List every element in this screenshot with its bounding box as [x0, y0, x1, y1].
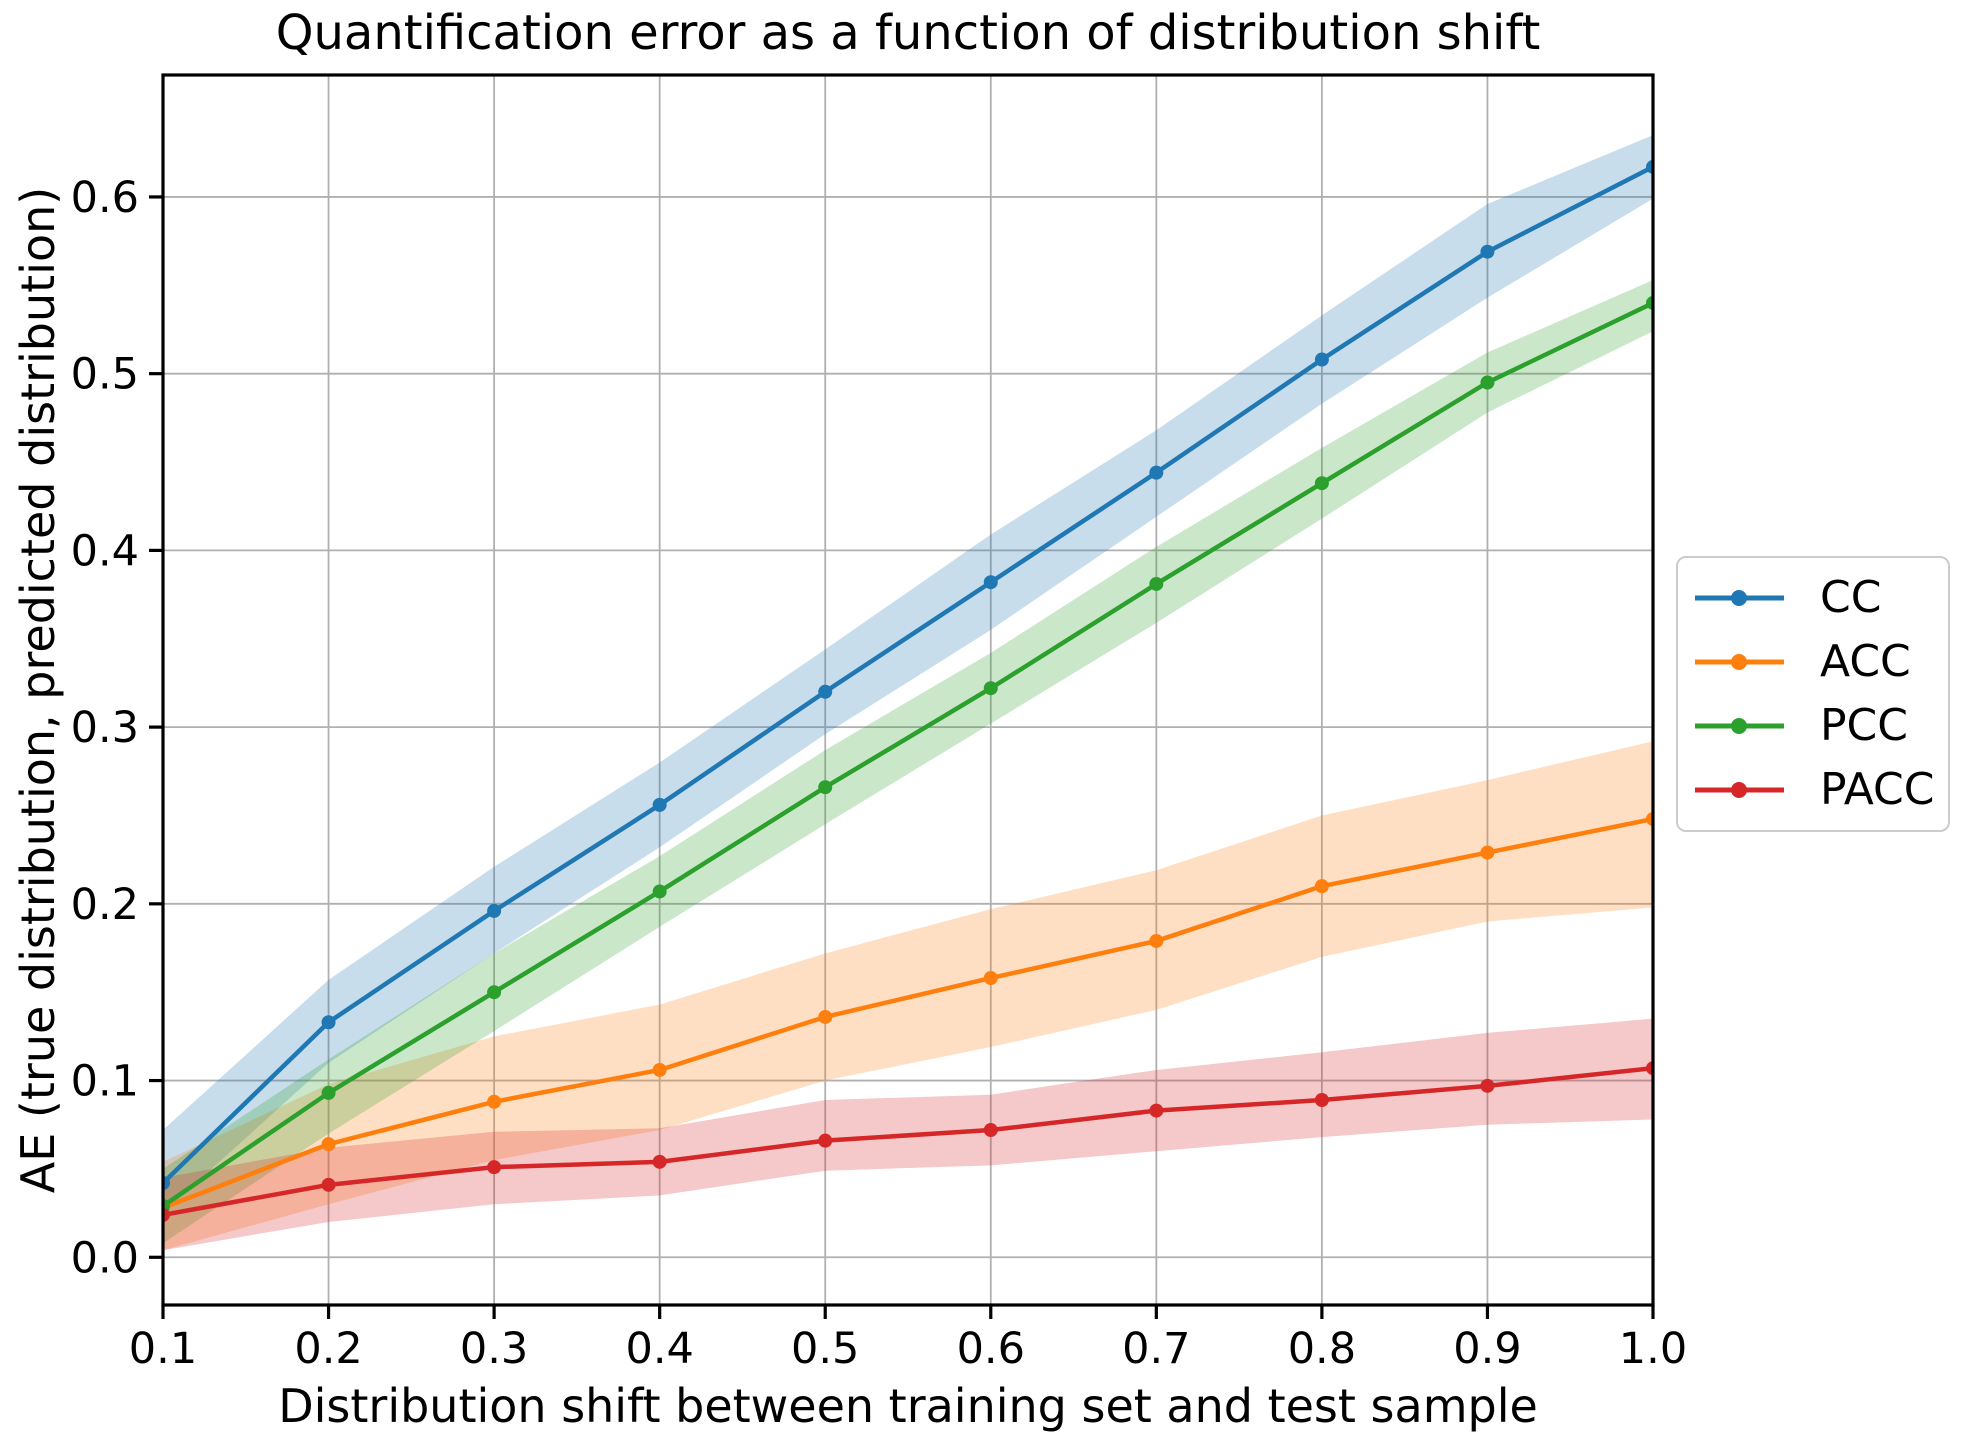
pacc-marker — [818, 1133, 833, 1148]
cc-line — [163, 164, 1653, 1185]
acc-line-swatch — [1695, 654, 1784, 670]
pcc-marker — [1314, 476, 1329, 491]
pcc-marker — [321, 1085, 336, 1100]
x-tick-label: 0.5 — [791, 1324, 859, 1374]
tick-labels: 0.1 0.2 0.3 0.4 0.5 0.6 0.7 0.8 0.9 1.0 0.0 0.1 0.2 0… — [71, 173, 1688, 1374]
x-tick-label: 0.3 — [460, 1324, 528, 1374]
pcc-marker — [818, 780, 833, 795]
pcc-markers — [163, 295, 1653, 1214]
acc-marker — [1646, 812, 1653, 827]
x-tick-label: 0.9 — [1453, 1324, 1521, 1374]
x-axis-label: Distribution shift between training set … — [278, 1379, 1538, 1433]
x-tick-label: 0.4 — [625, 1324, 693, 1374]
x-tick-label: 0.2 — [294, 1324, 362, 1374]
series-lines — [163, 159, 1653, 1222]
y-tick-label: 0.1 — [71, 1057, 139, 1107]
pcc-line-swatch — [1695, 718, 1784, 734]
acc-marker — [983, 971, 998, 986]
cc-marker — [1480, 244, 1495, 259]
y-tick-label: 0.6 — [71, 173, 139, 223]
pacc-marker — [1314, 1093, 1329, 1107]
x-tick-label: 1.0 — [1619, 1324, 1687, 1374]
legend-label-pcc: PCC — [1820, 700, 1908, 751]
axes-frame — [161, 73, 1655, 1307]
pacc-marker — [321, 1177, 336, 1192]
legend: CC ACC PCC PACC — [1676, 556, 1950, 832]
pacc-line-swatch — [1695, 782, 1784, 798]
legend-item-cc: CC — [1692, 576, 1942, 620]
x-tick-label: 0.1 — [129, 1324, 197, 1374]
pcc-marker — [487, 985, 502, 1000]
pcc-marker — [1646, 295, 1653, 310]
acc-marker — [1314, 879, 1329, 894]
cc-marker — [1149, 465, 1164, 480]
acc-marker — [321, 1137, 336, 1152]
cc-marker — [321, 1015, 336, 1030]
confidence-bands — [163, 135, 1653, 1251]
pacc-markers — [163, 1061, 1653, 1222]
x-tick-label: 0.6 — [957, 1324, 1025, 1374]
y-tick-label: 0.4 — [71, 526, 139, 576]
cc-marker — [163, 1176, 170, 1191]
y-tick-label: 0.2 — [71, 880, 139, 930]
chart-title: Quantification error as a function of di… — [275, 5, 1541, 61]
pacc-marker — [1480, 1078, 1495, 1093]
ticks — [149, 195, 1655, 1319]
x-tick-label: 0.8 — [1288, 1324, 1356, 1374]
cc-marker — [1314, 352, 1329, 367]
acc-marker — [818, 1009, 833, 1024]
cc-marker — [983, 575, 998, 590]
legend-item-pcc: PCC — [1692, 704, 1942, 748]
legend-label-acc: ACC — [1820, 636, 1911, 687]
legend-item-pacc: PACC — [1692, 768, 1942, 812]
pacc-marker — [1149, 1103, 1164, 1118]
pcc-line — [163, 300, 1653, 1208]
acc-marker — [652, 1062, 667, 1077]
cc-markers — [163, 159, 1653, 1191]
pacc-marker — [983, 1123, 998, 1138]
legend-label-cc: CC — [1820, 572, 1882, 623]
acc-marker — [1480, 845, 1495, 860]
pacc-marker — [487, 1160, 502, 1175]
y-tick-label: 0.0 — [71, 1233, 139, 1283]
acc-marker — [1149, 933, 1164, 948]
legend-label-pacc: PACC — [1820, 764, 1935, 815]
pcc-confidence-band — [163, 280, 1653, 1244]
pacc-marker — [1646, 1061, 1653, 1076]
cc-confidence-band — [163, 135, 1653, 1214]
y-axis-label: AE (true distribution, predicted distrib… — [11, 186, 65, 1194]
cc-line-swatch — [1695, 590, 1784, 606]
cc-marker — [487, 903, 502, 918]
cc-marker — [1646, 159, 1653, 174]
acc-marker — [487, 1094, 502, 1109]
y-tick-label: 0.3 — [71, 703, 139, 753]
legend-item-acc: ACC — [1692, 640, 1942, 684]
pacc-marker — [652, 1154, 667, 1169]
cc-marker — [818, 684, 833, 699]
x-tick-label: 0.7 — [1122, 1324, 1190, 1374]
pacc-line — [163, 1065, 1653, 1218]
pcc-marker — [1149, 576, 1164, 591]
pcc-marker — [1480, 375, 1495, 390]
acc-line — [163, 816, 1653, 1210]
pacc-marker — [163, 1207, 170, 1222]
y-tick-label: 0.5 — [71, 350, 139, 400]
pcc-marker — [983, 681, 998, 696]
pcc-marker — [652, 884, 667, 899]
cc-marker — [652, 797, 667, 812]
